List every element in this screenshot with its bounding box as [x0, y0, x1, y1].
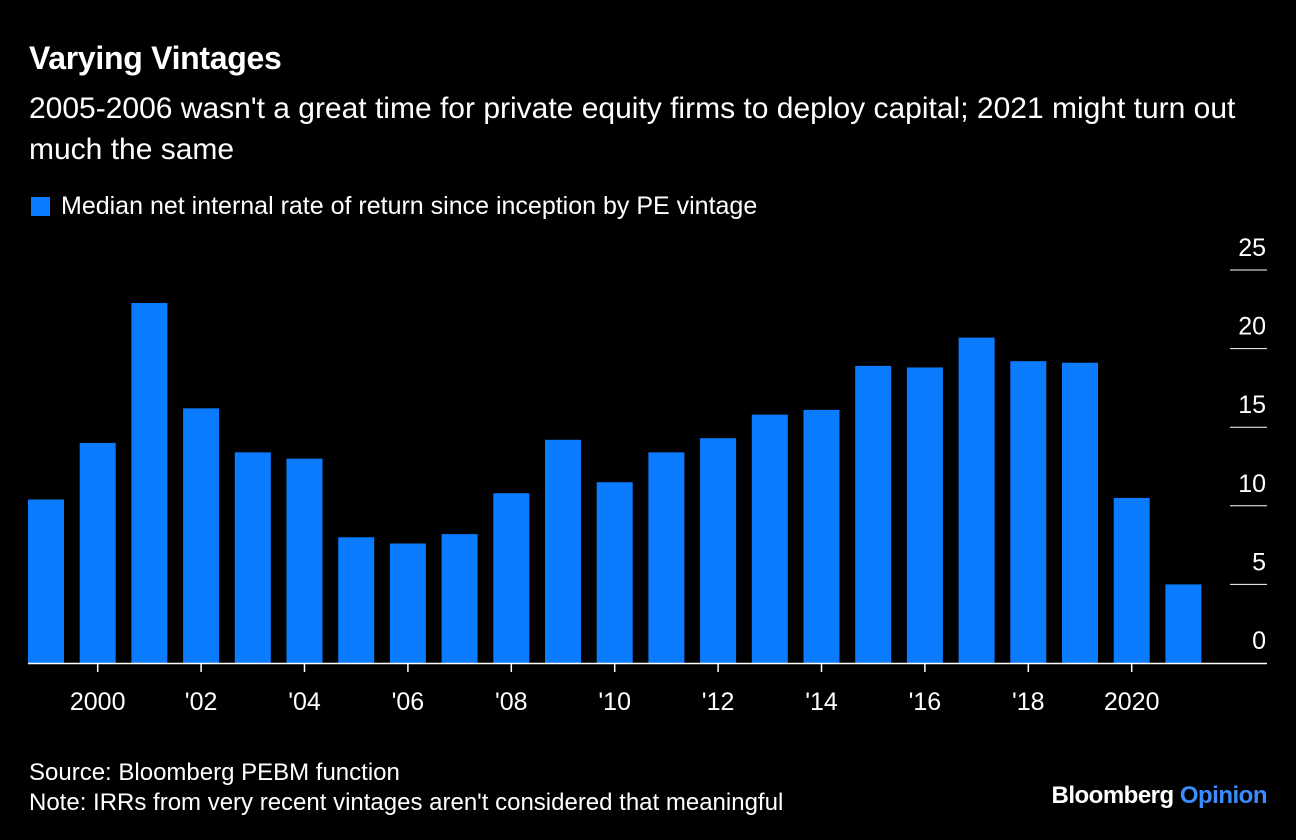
bar-2002 [183, 408, 220, 663]
bar-2008 [493, 493, 530, 663]
y-tick-label: 0 [1252, 627, 1266, 655]
bar-2015 [855, 365, 892, 663]
x-tick-label: '14 [805, 688, 838, 716]
brand-name: Bloomberg [1051, 782, 1175, 809]
bar-1999 [28, 499, 64, 663]
x-tick-label: '02 [185, 688, 218, 716]
x-tick-label: '12 [702, 688, 735, 716]
y-tick-label: 10 [1238, 470, 1266, 498]
note: Note: IRRs from very recent vintages are… [29, 789, 784, 816]
bar-2004 [286, 458, 323, 663]
x-tick-label: 2000 [70, 688, 126, 716]
bar-2013 [751, 414, 788, 663]
legend-label: Median net internal rate of return since… [61, 192, 758, 220]
bloomberg-opinion-logo: Bloomberg Opinion [1052, 782, 1268, 810]
y-tick-label: 20 [1238, 313, 1266, 341]
bar-2003 [234, 452, 271, 663]
source-note: Source: Bloomberg PEBM function [29, 759, 400, 786]
bar-2005 [338, 537, 375, 663]
x-axis: 2000 '02 '04 '06 '08 '10 '12 '14 '16 '18 2020 [28, 662, 1267, 716]
y-tick-label: 5 [1252, 548, 1266, 576]
y-axis: 0 5 10 15 20 25 [1230, 234, 1267, 655]
bar-2014 [803, 409, 840, 663]
bar-2017 [958, 337, 995, 663]
x-tick-label: '16 [909, 688, 942, 716]
bar-2006 [389, 543, 426, 663]
x-tick-label: 2020 [1104, 688, 1160, 716]
bar-2016 [906, 367, 943, 663]
bar-2012 [700, 438, 737, 663]
chart-subtitle: 2005-2006 wasn't a great time for privat… [29, 92, 1236, 166]
x-tick-label: '06 [392, 688, 425, 716]
bar-2007 [441, 534, 478, 663]
bar-2001 [131, 303, 168, 663]
bar-2011 [648, 452, 685, 663]
brand-product: Opinion [1179, 782, 1268, 809]
x-tick-label: '18 [1012, 688, 1045, 716]
legend-swatch [31, 197, 50, 216]
bars [28, 303, 1202, 663]
y-tick-label: 15 [1238, 391, 1266, 419]
x-tick-label: '10 [598, 688, 631, 716]
bar-2009 [545, 439, 581, 663]
bar-2000 [79, 442, 116, 663]
footer: Source: Bloomberg PEBM function Note: IR… [29, 758, 783, 818]
x-tick-label: '08 [495, 688, 528, 716]
y-tick-label: 25 [1238, 234, 1266, 262]
bar-2018 [1010, 361, 1047, 663]
legend: Median net internal rate of return since… [31, 192, 757, 221]
bar-chart: 0 5 10 15 20 25 2000 '02 '04 '06 '08 '10 '12 '14 '16 '… [28, 234, 1267, 716]
bar-2010 [596, 482, 633, 663]
bar-2020 [1113, 497, 1150, 663]
bar-2019 [1062, 362, 1098, 663]
chart-title: Varying Vintages [29, 40, 282, 76]
bar-2021 [1165, 584, 1202, 663]
x-tick-label: '04 [288, 688, 321, 716]
